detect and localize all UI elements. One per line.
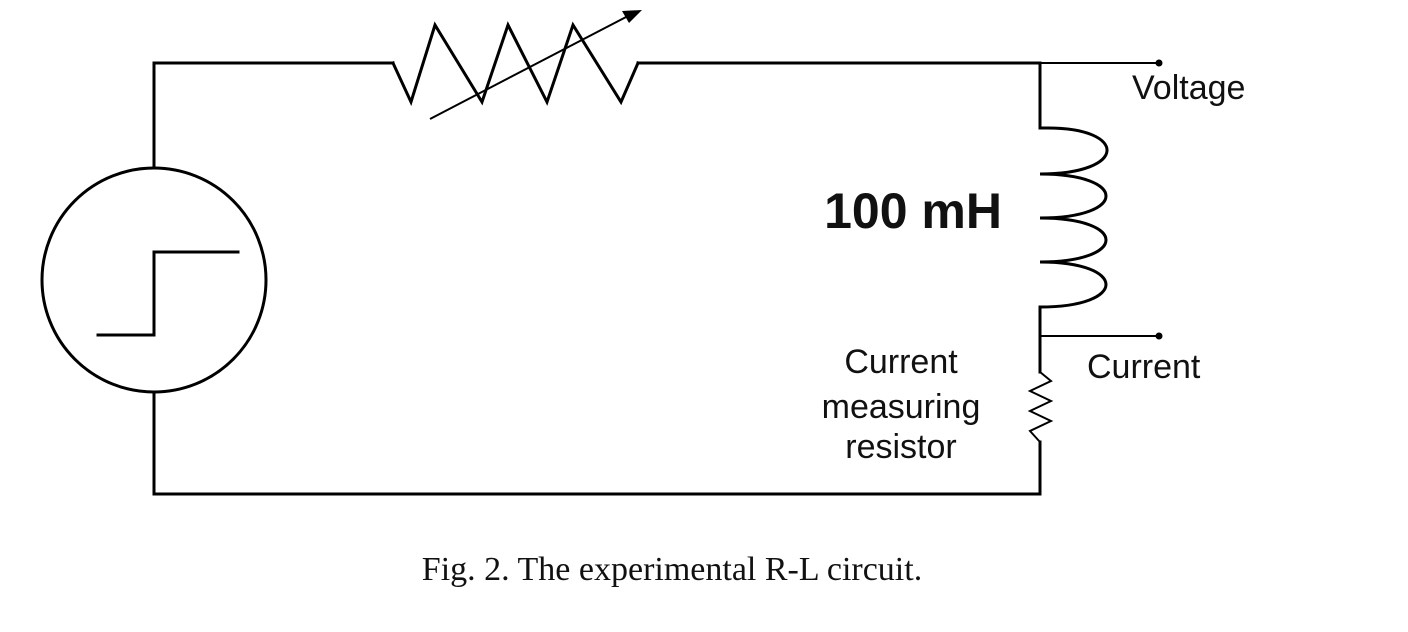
measuring-resistor-label-line3: resistor [845, 428, 956, 466]
inductor-coil [1038, 126, 1109, 309]
variable-arrow-shaft [429, 15, 629, 120]
measuring-resistor-label-line2: measuring [822, 388, 981, 426]
inductance-label: 100 mH [824, 183, 1002, 239]
measuring-resistor-label-line1: Current [844, 343, 958, 381]
voltage-probe [1040, 59, 1163, 67]
inductor [1038, 126, 1109, 309]
current-probe-terminal [1155, 332, 1163, 340]
variable-resistor [391, 10, 642, 120]
step-function-icon [96, 250, 240, 337]
measuring-resistor [1027, 371, 1054, 443]
variable-arrow-head [622, 10, 642, 23]
voltage-probe-terminal [1155, 59, 1163, 67]
current-probe [1040, 332, 1163, 340]
figure-caption: Fig. 2. The experimental R-L circuit. [422, 551, 922, 588]
circuit-wires [152, 61, 1042, 496]
measuring-resistor-zigzag [1027, 371, 1054, 443]
current-label: Current [1087, 348, 1201, 386]
voltage-label: Voltage [1132, 69, 1245, 107]
step-voltage-source [40, 166, 268, 394]
resistor-zigzag [391, 21, 640, 107]
